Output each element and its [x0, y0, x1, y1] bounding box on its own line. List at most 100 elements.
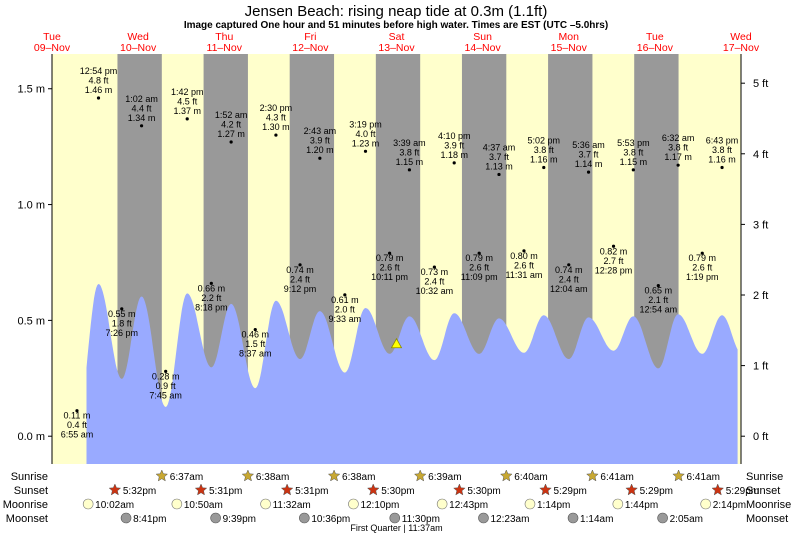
extremum-label: 2.6 ft	[469, 263, 490, 273]
day-header-date: 11–Nov	[207, 42, 243, 54]
sunset-icon	[194, 483, 208, 496]
chart-title: Jensen Beach: rising neap tide at 0.3m (…	[245, 3, 548, 20]
moonrise-time: 11:32am	[273, 500, 311, 511]
extremum-label: 9:33 am	[329, 314, 362, 324]
sunset-time: 5:30pm	[467, 486, 500, 497]
extremum-label: 6:55 am	[61, 430, 94, 440]
extremum-label: 0.9 ft	[156, 381, 177, 391]
moonrise-icon	[436, 498, 448, 510]
moonrise-time: 12:10pm	[360, 500, 399, 511]
sunrise-time: 6:41am	[687, 472, 720, 483]
extremum-label: 1.8 ft	[112, 318, 133, 328]
extremum-label: 12:04 am	[550, 284, 588, 294]
extremum-label: 3:39 am	[393, 138, 426, 148]
moonset-time: 9:39pm	[223, 514, 256, 525]
day-header-date: 15–Nov	[551, 42, 588, 54]
extremum-label: 1.46 m	[85, 85, 113, 95]
extremum-label: 1.30 m	[262, 122, 290, 132]
moon-phase-label: First Quarter | 11:37am	[350, 523, 442, 533]
extremum-label: 8:18 pm	[195, 302, 228, 312]
extremum-dot	[75, 409, 79, 413]
sunset-time: 5:29pm	[726, 486, 759, 497]
extremum-label: 0.79 m	[465, 253, 493, 263]
sunset-time: 5:31pm	[295, 486, 328, 497]
right-tick-label: 1 ft	[753, 361, 768, 373]
extremum-label: 9:12 pm	[284, 284, 317, 294]
extremum-label: 6:43 pm	[706, 136, 739, 146]
extremum-label: 2:43 am	[304, 126, 337, 136]
extremum-dot	[274, 133, 278, 137]
day-header-dow: Tue	[43, 31, 61, 43]
moonset-time: 1:14am	[580, 514, 613, 525]
extremum-label: 1.15 m	[396, 157, 424, 167]
day-header-dow: Mon	[559, 31, 580, 43]
sunset-icon	[539, 483, 552, 496]
sunrise-time: 6:40am	[514, 472, 547, 483]
extremum-dot	[120, 307, 124, 311]
extremum-dot	[700, 251, 704, 255]
sunrise-time: 6:41am	[600, 472, 633, 483]
moonrise-time: 10:50am	[184, 500, 223, 511]
extremum-label: 0.4 ft	[67, 420, 88, 430]
day-header-dow: Wed	[127, 31, 149, 43]
extremum-label: 1:02 am	[125, 94, 158, 104]
extremum-label: 1.34 m	[128, 113, 156, 123]
sun-moon-table: Sunrise Sunrise Sunset Sunset Moonrise Moonri…	[3, 469, 791, 533]
extremum-label: 0.66 m	[198, 283, 226, 293]
day-header-date: 12–Nov	[292, 42, 329, 54]
extremum-dot	[318, 156, 322, 160]
extremum-label: 0.55 m	[108, 309, 136, 319]
extremum-label: 2.6 ft	[692, 263, 713, 273]
day-header-dow: Fri	[304, 31, 316, 43]
extremum-label: 0.79 m	[688, 253, 716, 263]
extremum-label: 0.65 m	[645, 286, 673, 296]
extremum-dot	[586, 170, 591, 174]
extremum-label: 3:19 pm	[349, 119, 382, 129]
extremum-dot	[676, 163, 680, 167]
extremum-label: 0.74 m	[286, 265, 314, 275]
left-tick-label: 0.5 m	[17, 315, 45, 327]
extremum-label: 7:45 am	[149, 390, 182, 400]
moonset-icon	[299, 512, 310, 524]
extremum-dot	[164, 369, 168, 373]
extremum-dot	[388, 251, 392, 255]
extremum-dot	[185, 117, 189, 121]
extremum-label: 3.9 ft	[444, 140, 465, 150]
chart-subtitle: Image captured One hour and 51 minutes b…	[184, 20, 608, 31]
extremum-label: 1.17 m	[664, 152, 692, 162]
extremum-label: 10:11 pm	[371, 272, 408, 282]
extremum-label: 4.3 ft	[266, 113, 287, 123]
extremum-dot	[229, 140, 233, 144]
extremum-label: 4.0 ft	[355, 129, 376, 139]
moonrise-icon	[348, 498, 359, 510]
extremum-label: 1.20 m	[306, 145, 334, 155]
extremum-label: 3.8 ft	[668, 143, 689, 153]
extremum-label: 3.7 ft	[579, 150, 600, 160]
sunset-icon	[625, 483, 638, 496]
plot-area	[52, 54, 741, 464]
moonrise-icon	[82, 498, 94, 510]
extremum-label: 2:30 pm	[260, 103, 293, 113]
sunrise-icon	[672, 469, 685, 482]
extremum-label: 11:09 pm	[461, 272, 498, 282]
extremum-label: 1.13 m	[485, 161, 513, 171]
sunset-time: 5:30pm	[381, 486, 414, 497]
sunmoon-row-label-right: Moonset	[746, 513, 788, 525]
extremum-label: 0.11 m	[64, 411, 91, 421]
current-tide-marker	[390, 337, 403, 349]
extremum-label: 0.73 m	[421, 267, 449, 277]
moonrise-icon	[612, 498, 624, 510]
sunset-time: 5:31pm	[209, 486, 242, 497]
day-header-dow: Thu	[215, 31, 233, 43]
moonrise-time: 1:14pm	[537, 500, 570, 511]
day-header-dow: Sun	[473, 31, 492, 43]
moonset-icon	[120, 512, 132, 524]
extremum-label: 5:36 am	[572, 140, 605, 150]
day-header-dow: Tue	[646, 31, 664, 43]
sunrise-icon	[327, 469, 341, 482]
extremum-dot	[363, 149, 368, 153]
extremum-label: 1:19 pm	[686, 272, 719, 282]
moonrise-icon	[260, 498, 271, 510]
extremum-label: 1:52 am	[215, 110, 248, 120]
sunrise-icon	[241, 469, 255, 482]
